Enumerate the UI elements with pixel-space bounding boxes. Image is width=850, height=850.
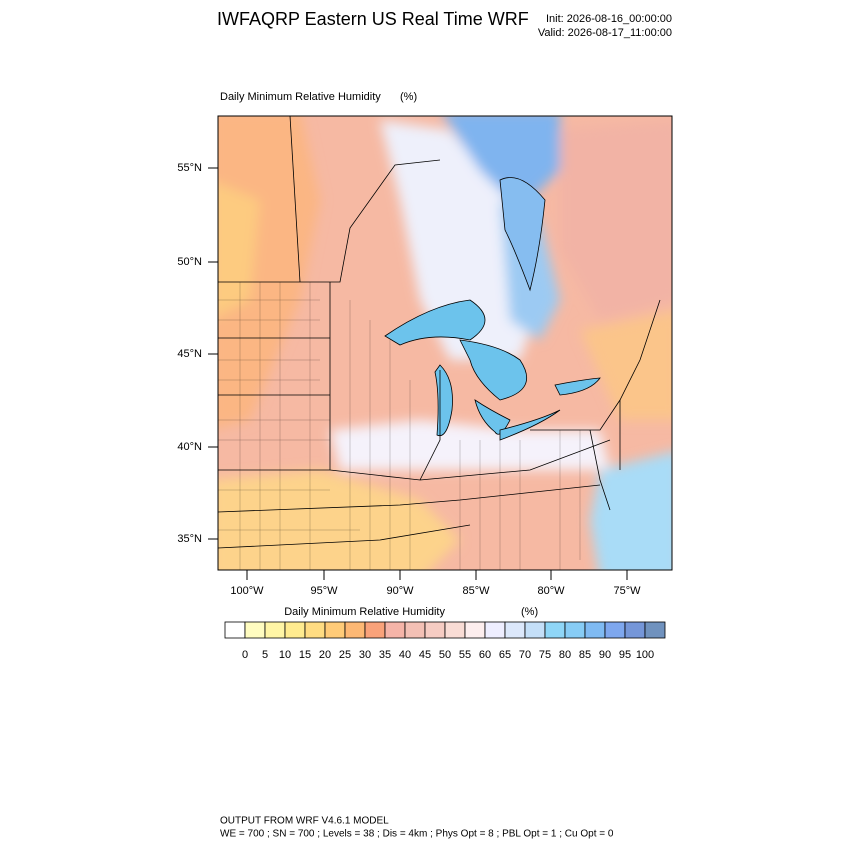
colorbar-units: (%) xyxy=(521,606,538,618)
colorbar-title: Daily Minimum Relative Humidity xyxy=(284,606,445,618)
map-field xyxy=(218,116,672,570)
colorbar-label: 5 xyxy=(262,649,268,661)
colorbar-label: 95 xyxy=(619,649,631,661)
colorbar-label: 70 xyxy=(519,649,531,661)
title: IWFAQRP Eastern US Real Time WRF xyxy=(217,9,529,29)
lat-label: 55°N xyxy=(177,162,202,174)
init-time: Init: 2026-08-16_00:00:00 xyxy=(546,13,672,25)
colorbar-box xyxy=(264,621,286,639)
colorbar-label: 90 xyxy=(599,649,611,661)
colorbar-box xyxy=(624,621,646,639)
colorbar-label: 100 xyxy=(636,649,654,661)
lat-label: 35°N xyxy=(177,533,202,545)
colorbar-box xyxy=(404,621,426,639)
colorbar-label: 35 xyxy=(379,649,391,661)
colorbar-box xyxy=(604,621,626,639)
colorbar-label: 10 xyxy=(279,649,291,661)
colorbar-box xyxy=(224,621,246,639)
colorbar-label: 25 xyxy=(339,649,351,661)
lat-label: 40°N xyxy=(177,441,202,453)
lat-label: 50°N xyxy=(177,256,202,268)
colorbar-box xyxy=(544,621,566,639)
colorbar-label: 65 xyxy=(499,649,511,661)
colorbar-box xyxy=(584,621,606,639)
colorbar-box xyxy=(344,621,366,639)
colorbar-box xyxy=(284,621,306,639)
lon-label: 100°W xyxy=(230,585,264,597)
colorbar-label: 55 xyxy=(459,649,471,661)
colorbar-label: 50 xyxy=(439,649,451,661)
colorbar-box xyxy=(364,621,386,639)
colorbar-label: 30 xyxy=(359,649,371,661)
lon-label: 85°W xyxy=(462,585,490,597)
colorbar-box xyxy=(244,621,266,639)
footer-line: WE = 700 ; SN = 700 ; Levels = 38 ; Dis … xyxy=(220,829,614,840)
map-frame xyxy=(217,115,673,571)
map-label: Daily Minimum Relative Humidity xyxy=(220,91,381,103)
colorbar-label: 75 xyxy=(539,649,551,661)
lon-label: 80°W xyxy=(537,585,565,597)
colorbar-box xyxy=(444,621,466,639)
colorbar-label: 40 xyxy=(399,649,411,661)
lat-label: 45°N xyxy=(177,348,202,360)
colorbar-box xyxy=(384,621,406,639)
lon-label: 95°W xyxy=(310,585,338,597)
map-units: (%) xyxy=(400,91,417,103)
colorbar-label: 15 xyxy=(299,649,311,661)
colorbar-box xyxy=(464,621,486,639)
colorbar-label: 80 xyxy=(559,649,571,661)
colorbar-box xyxy=(304,621,326,639)
colorbar-label: 60 xyxy=(479,649,491,661)
colorbar-label: 0 xyxy=(242,649,248,661)
valid-time: Valid: 2026-08-17_11:00:00 xyxy=(538,27,672,39)
colorbar-box xyxy=(424,621,446,639)
colorbar-label: 45 xyxy=(419,649,431,661)
colorbar-box xyxy=(564,621,586,639)
colorbar-box xyxy=(644,621,666,639)
colorbar-box xyxy=(504,621,526,639)
footer-line: OUTPUT FROM WRF V4.6.1 MODEL xyxy=(220,816,389,827)
lon-label: 75°W xyxy=(613,585,641,597)
lon-label: 90°W xyxy=(386,585,414,597)
colorbar-box xyxy=(484,621,506,639)
colorbar-box xyxy=(324,621,346,639)
colorbar-box xyxy=(524,621,546,639)
colorbar-label: 20 xyxy=(319,649,331,661)
colorbar-label: 85 xyxy=(579,649,591,661)
